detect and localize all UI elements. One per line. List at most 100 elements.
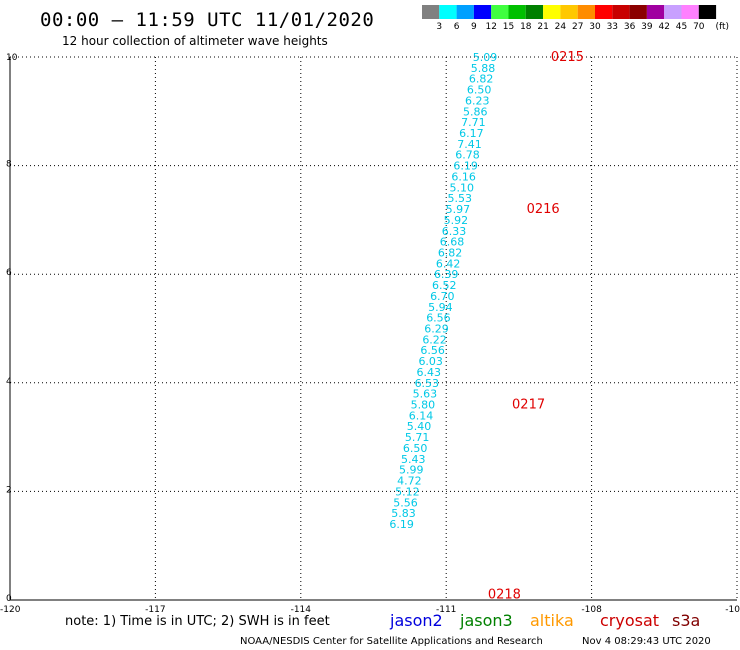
legend-label: 39	[641, 22, 653, 32]
y-tick-label: 10	[6, 53, 18, 63]
x-tick-label: -10	[725, 605, 740, 615]
legend-swatch	[698, 5, 717, 19]
wave-height-label: 6.23	[465, 94, 490, 107]
wave-height-label: 7.41	[457, 138, 482, 151]
pass-time-label: 0217	[512, 398, 545, 413]
wave-height-label: 6.19	[453, 160, 478, 173]
wave-height-label: 5.71	[405, 431, 430, 444]
legend-label: 9	[471, 22, 477, 32]
wave-height-label: 5.88	[471, 62, 496, 75]
legend-label: 6	[454, 22, 460, 32]
legend-label: 45	[676, 22, 687, 32]
wave-height-label: 6.78	[455, 149, 480, 162]
x-tick-label: -120	[0, 605, 21, 615]
wave-height-label: 5.40	[407, 420, 432, 433]
legend-label: 70	[693, 22, 705, 32]
legend-swatch	[543, 5, 561, 19]
chart-subtitle: 12 hour collection of altimeter wave hei…	[62, 34, 328, 48]
wave-height-label: 6.19	[389, 518, 414, 531]
wave-height-label: 6.16	[451, 170, 476, 183]
legend-swatch	[473, 5, 492, 19]
legend-label: 30	[589, 22, 601, 32]
wave-height-label: 5.53	[448, 192, 473, 205]
pass-time-label: 0216	[527, 202, 560, 217]
wave-height-label: 5.12	[395, 485, 420, 498]
x-tick-label: -111	[436, 605, 456, 615]
wave-height-label: 5.83	[391, 507, 416, 520]
chart-title: 00:00 – 11:59 UTC 11/01/2020	[40, 9, 374, 31]
x-tick-label: -114	[291, 605, 312, 615]
legend-swatch	[646, 5, 665, 19]
wave-height-label: 6.43	[417, 366, 442, 379]
satellite-name: jason3	[459, 611, 513, 630]
pass-time-label: 0218	[488, 588, 521, 603]
satellite-name: altika	[530, 611, 574, 630]
legend-label: 18	[520, 22, 532, 32]
wave-height-label: 7.71	[461, 116, 486, 129]
satellite-name: jason2	[389, 611, 443, 630]
wave-height-label: 6.33	[442, 225, 467, 238]
wave-height-label: 6.50	[467, 84, 492, 97]
wave-height-label: 5.97	[446, 203, 471, 216]
wave-height-label: 6.56	[426, 312, 451, 325]
satellite-legend: jason2 jason3 altika cryosat s3a	[389, 611, 700, 630]
legend-swatch	[560, 5, 578, 19]
wave-height-label: 6.50	[403, 442, 428, 455]
legend-unit: (ft)	[715, 22, 729, 32]
wave-height-label: 5.09	[473, 51, 498, 64]
wave-height-label: 5.94	[428, 301, 453, 314]
wave-height-label: 5.63	[413, 388, 438, 401]
plot-axes	[9, 57, 737, 601]
legend-label: 15	[503, 22, 514, 32]
legend-swatch	[612, 5, 630, 19]
legend-label: 27	[572, 22, 583, 32]
wave-height-labels: 5.095.886.826.506.235.867.716.177.416.78…	[389, 51, 497, 531]
footer-note: note: 1) Time is in UTC; 2) SWH is in fe…	[65, 614, 330, 629]
legend-label: 36	[624, 22, 636, 32]
wave-height-label: 6.42	[436, 257, 461, 270]
wave-height-label: 6.29	[424, 323, 449, 336]
y-tick-label: 2	[6, 485, 12, 495]
legend-label: 3	[436, 22, 442, 32]
legend-swatch	[681, 5, 699, 19]
tick-labels: -120 -117 -114 -111 -108 -10 0 2 4 6 8 10	[0, 53, 740, 615]
legend-label: 42	[658, 22, 669, 32]
y-tick-label: 4	[6, 377, 12, 387]
plot-grid	[10, 56, 738, 600]
legend-swatch	[422, 5, 440, 19]
wave-height-label: 5.92	[444, 214, 469, 227]
satellite-name: s3a	[672, 611, 700, 630]
wave-height-label: 5.10	[449, 181, 474, 194]
wave-height-label: 6.17	[459, 127, 484, 140]
y-tick-label: 8	[6, 160, 12, 170]
wave-height-label: 6.82	[438, 246, 463, 259]
footer-credit: NOAA/NESDIS Center for Satellite Applica…	[240, 636, 543, 647]
legend-swatch	[439, 5, 457, 19]
wave-height-label: 5.80	[411, 399, 436, 412]
wave-height-label: 6.53	[415, 377, 440, 390]
legend-swatch	[595, 5, 613, 19]
pass-time-label: 0215	[551, 50, 584, 65]
legend-swatch	[577, 5, 595, 19]
pass-time-labels: 0215 0216 0217 0218	[488, 50, 584, 603]
satellite-name: cryosat	[600, 611, 659, 630]
legend-label: 12	[485, 22, 496, 32]
wave-height-label: 5.99	[399, 464, 424, 477]
legend-swatch	[508, 5, 526, 19]
wave-height-label: 6.56	[420, 344, 445, 357]
legend-label: 24	[555, 22, 567, 32]
legend-label: 33	[607, 22, 618, 32]
footer-timestamp: Nov 4 08:29:43 UTC 2020	[582, 636, 711, 647]
legend-swatch	[629, 5, 647, 19]
legend-swatch	[525, 5, 544, 19]
legend-label: 21	[537, 22, 548, 32]
wave-height-label: 6.03	[418, 355, 443, 368]
wave-height-label: 6.39	[434, 268, 459, 281]
x-tick-label: -108	[581, 605, 602, 615]
wave-height-label: 6.52	[432, 279, 457, 292]
color-legend: 3 6 9 12 15 18 21 24 27 30 33 36 39 42 45 70 (ft)	[422, 5, 729, 32]
wave-height-label: 6.14	[409, 409, 434, 422]
y-tick-label: 0	[6, 594, 12, 604]
legend-swatch	[491, 5, 509, 19]
